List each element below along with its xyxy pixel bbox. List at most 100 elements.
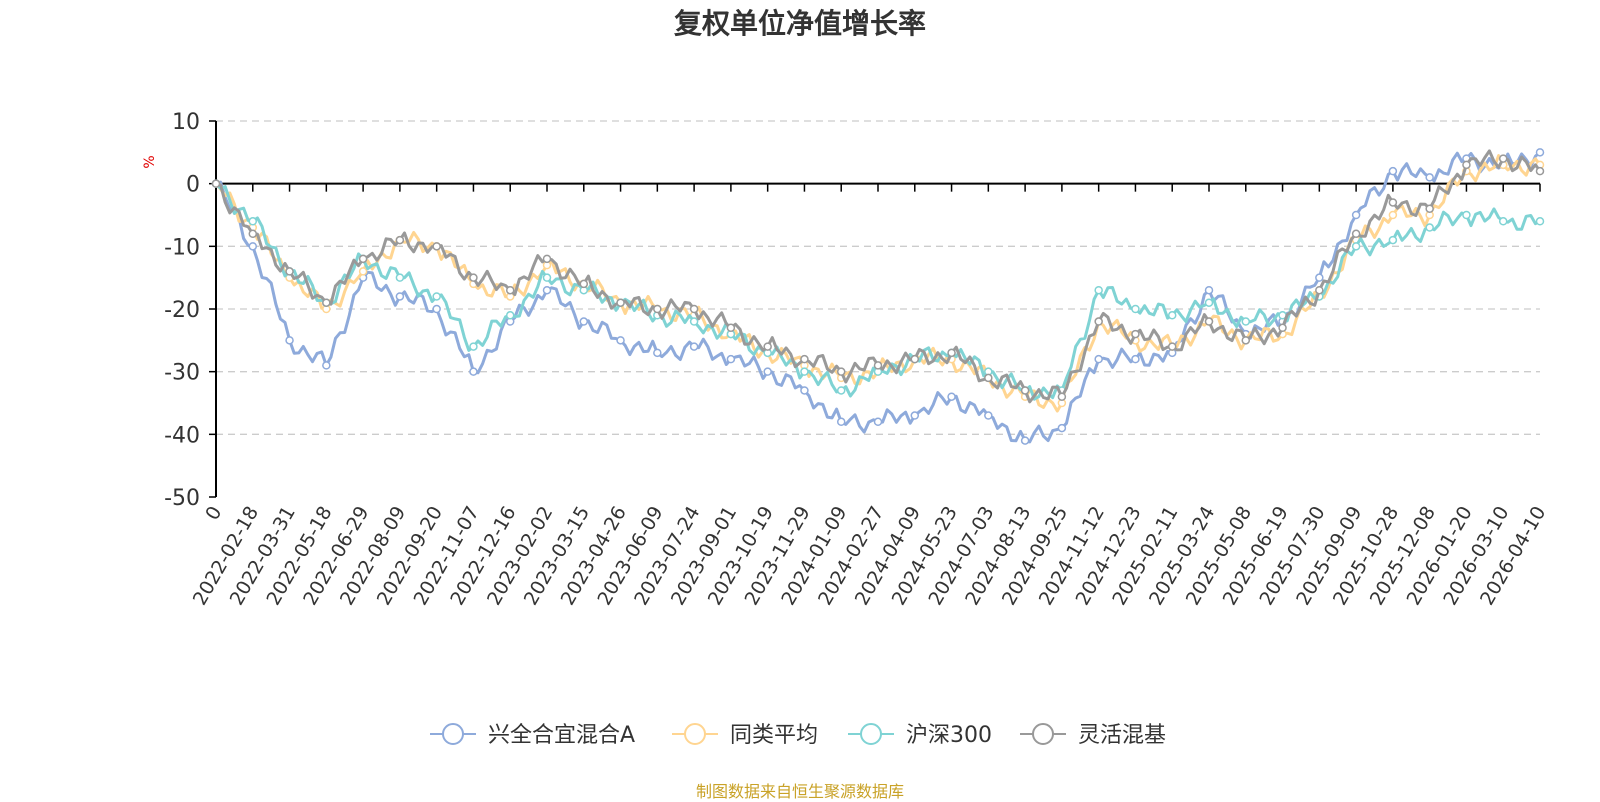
series-3-point [1425, 223, 1434, 232]
series-4-point [1131, 329, 1140, 339]
series-layer [211, 148, 1545, 445]
series-4-point [285, 267, 294, 276]
series-3-point [1535, 217, 1545, 226]
series-4-point [432, 242, 441, 251]
series-3-point [1388, 235, 1398, 245]
series-4-point [1167, 342, 1177, 351]
series-3-point [1241, 317, 1251, 326]
series-1-point [322, 361, 331, 370]
series-1-point [1351, 210, 1361, 220]
series-1-point [395, 292, 405, 301]
series-3-point [836, 386, 846, 395]
series-1-point [432, 304, 441, 314]
line-chart: 100-10-20-30-40-5002022-02-182022-03-312… [142, 110, 1550, 748]
legend-label: 兴全合宜混合A [488, 723, 635, 748]
series-4-point [800, 354, 809, 364]
series-4-point [211, 179, 221, 188]
series-1-point [616, 336, 625, 345]
series-4-point [1020, 386, 1030, 395]
series-2-point [1388, 210, 1398, 220]
series-2-point [358, 267, 368, 276]
series-1-point [285, 336, 294, 345]
legend[interactable]: 兴全合宜混合A 同类平均 沪深300 灵活混基 [430, 723, 1166, 748]
series-4-point [653, 304, 662, 314]
series-1-point [248, 242, 258, 251]
y-tick-label: 0 [186, 173, 200, 198]
series-1-point [1388, 166, 1398, 176]
series-1-point [1094, 354, 1103, 364]
series-3-point [432, 292, 441, 301]
series-4-point [984, 373, 993, 383]
legend-label: 同类平均 [730, 723, 818, 748]
y-tick-label: 10 [172, 110, 200, 135]
series-4-point [542, 254, 552, 264]
legend-marker-icon [860, 723, 882, 745]
y-tick-label: -50 [164, 486, 200, 511]
series-1-point [1425, 173, 1434, 182]
series-4-point [1462, 160, 1471, 170]
series-3-point [1167, 311, 1177, 320]
series-1-point [726, 354, 736, 364]
y-tick-label: -40 [164, 423, 200, 448]
series-4-point [358, 254, 368, 264]
legend-item-4[interactable]: 灵活混基 [1020, 723, 1166, 748]
series-3-point [395, 273, 405, 282]
series-4-point [1315, 285, 1324, 295]
series-1-point [1315, 273, 1324, 282]
y-tick-label: -10 [164, 235, 200, 260]
series-4-point [873, 361, 883, 370]
series-3-point [1351, 242, 1361, 251]
x-tick-label: 0 [201, 503, 226, 524]
series-1-point [542, 285, 552, 295]
legend-item-3[interactable]: 沪深300 [848, 723, 992, 748]
series-4-point [1535, 166, 1545, 176]
series-line-1 [215, 151, 1541, 444]
series-4-point [1498, 154, 1508, 163]
data-source-note: 制图数据来自恒生聚源数据库 [695, 782, 904, 801]
series-4-point [322, 298, 331, 307]
series-1-point [653, 348, 662, 358]
series-1-point [1131, 354, 1140, 364]
legend-marker-icon [684, 723, 706, 745]
series-4-point [1278, 323, 1287, 333]
series-4-point [395, 235, 405, 245]
series-3-point [689, 317, 699, 326]
series-4-point [1241, 336, 1251, 345]
series-4-point [579, 279, 589, 289]
series-3-point [1462, 210, 1471, 220]
series-3-point [248, 217, 258, 226]
series-3-point [505, 311, 515, 320]
legend-item-1[interactable]: 兴全合宜混合A [430, 723, 635, 748]
series-4-point [1425, 204, 1434, 213]
chart-title: 复权单位净值增长率 [673, 7, 926, 40]
series-3-point [1131, 304, 1140, 314]
series-4-point [947, 348, 956, 358]
y-axis-label: % [142, 155, 158, 168]
series-4-point [1351, 229, 1361, 239]
series-4-point [1057, 392, 1067, 401]
series-4-point [910, 354, 920, 364]
series-1-point [836, 417, 846, 427]
series-1-point [800, 386, 809, 395]
series-1-point [1535, 148, 1545, 157]
series-4-point [248, 229, 258, 239]
series-3-point [800, 367, 809, 376]
series-4-point [726, 323, 736, 333]
series-1-point [1020, 436, 1030, 445]
series-4-point [763, 342, 772, 351]
series-3-point [1204, 298, 1214, 307]
axis-layer: 100-10-20-30-40-5002022-02-182022-03-312… [164, 110, 1550, 609]
series-1-point [579, 317, 589, 326]
series-4-point [469, 273, 478, 282]
series-3-point [542, 273, 552, 282]
legend-label: 沪深300 [906, 723, 992, 748]
series-1-point [910, 411, 920, 420]
series-1-point [947, 392, 956, 401]
legend-item-2[interactable]: 同类平均 [672, 723, 818, 748]
series-1-point [689, 342, 699, 351]
y-tick-label: -20 [164, 298, 200, 323]
series-1-point [984, 411, 993, 420]
legend-marker-icon [442, 723, 464, 745]
series-4-point [689, 304, 699, 314]
